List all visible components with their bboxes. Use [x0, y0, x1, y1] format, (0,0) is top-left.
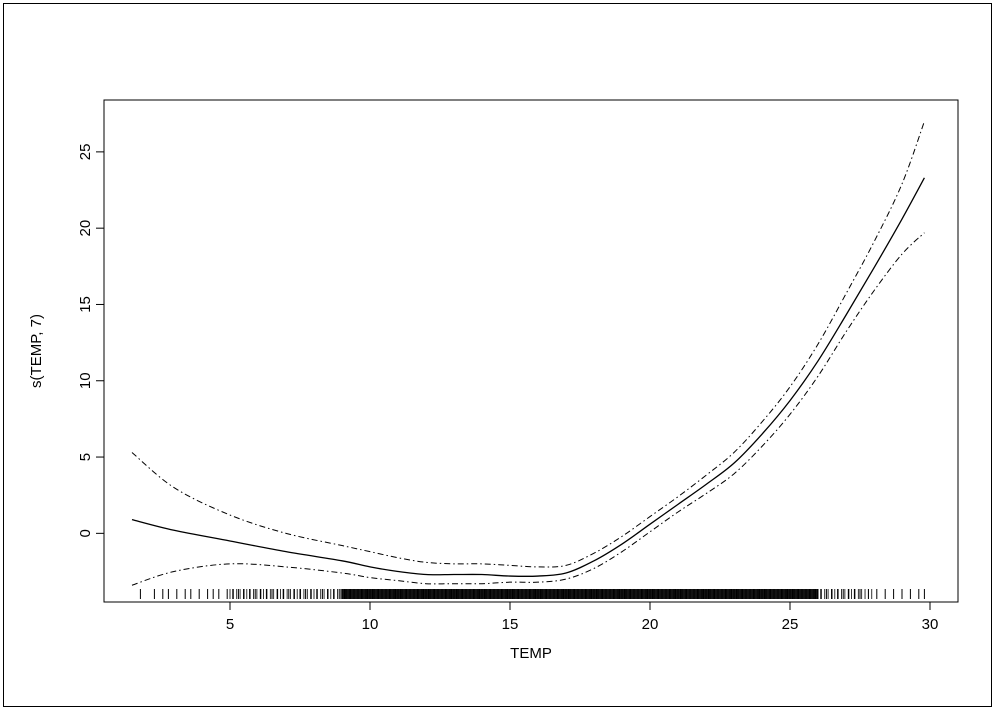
x-axis-label: TEMP: [510, 645, 552, 662]
y-axis-label: s(TEMP, 7): [28, 314, 45, 388]
rug-marks: [139, 589, 925, 599]
x-tick-label-5: 5: [226, 616, 234, 633]
x-tick-label-30: 30: [922, 616, 939, 633]
fit-line: [131, 177, 925, 578]
x-tick-label-15: 15: [502, 616, 519, 633]
y-tick-label-0: 0: [77, 529, 94, 537]
upper-ci-line: [131, 121, 925, 568]
lower-ci-line: [131, 232, 925, 586]
plot-area-border: [103, 99, 959, 603]
y-axis: 0 5 10 15 20 25: [77, 144, 104, 538]
y-tick-label-5: 5: [77, 453, 94, 461]
x-axis: 5 10 15 20 25 30: [226, 602, 939, 633]
y-tick-label-25: 25: [77, 144, 94, 161]
series-lines: [131, 121, 925, 586]
x-tick-label-10: 10: [362, 616, 379, 633]
x-tick-label-25: 25: [782, 616, 799, 633]
y-tick-label-20: 20: [77, 220, 94, 237]
y-tick-label-10: 10: [77, 372, 94, 389]
y-tick-label-15: 15: [77, 296, 94, 313]
x-tick-label-20: 20: [642, 616, 659, 633]
